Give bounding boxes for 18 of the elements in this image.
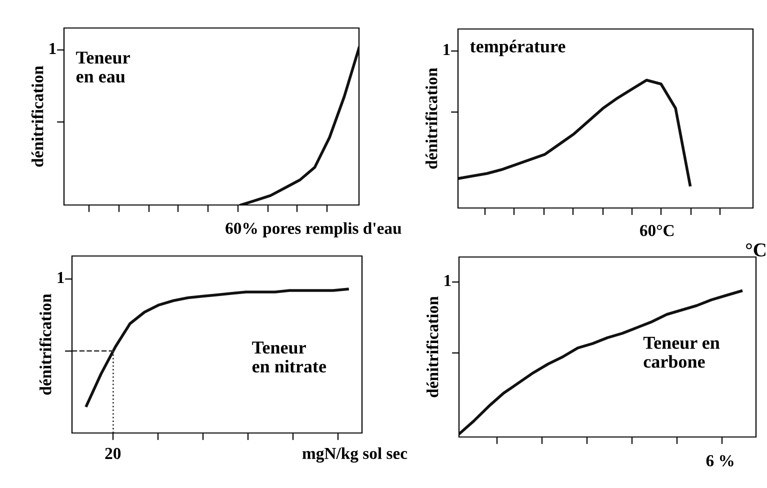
- annotation: Teneur en eau: [76, 52, 130, 83]
- text: 60% pores remplis d'eau: [226, 222, 402, 238]
- text: température: [470, 40, 566, 56]
- text: °C: [746, 243, 766, 256]
- annotation: Teneur en nitrate: [252, 342, 326, 373]
- text: 60°C: [640, 224, 674, 236]
- text: mgN/kg sol sec: [302, 447, 408, 463]
- y-axis-title: dénitrification: [31, 66, 44, 167]
- y-axis-title: dénitrification: [426, 296, 438, 398]
- text: 20: [105, 448, 121, 460]
- text: 1: [50, 42, 56, 54]
- text: 1: [444, 44, 450, 56]
- y-axis-title: dénitrification: [425, 68, 438, 169]
- y-axis-title: dénitrification: [39, 294, 52, 395]
- annotation: Teneur en carbone: [643, 336, 720, 368]
- text: 1: [58, 272, 64, 284]
- text: 1: [444, 275, 451, 286]
- text: 6 %: [706, 455, 734, 466]
